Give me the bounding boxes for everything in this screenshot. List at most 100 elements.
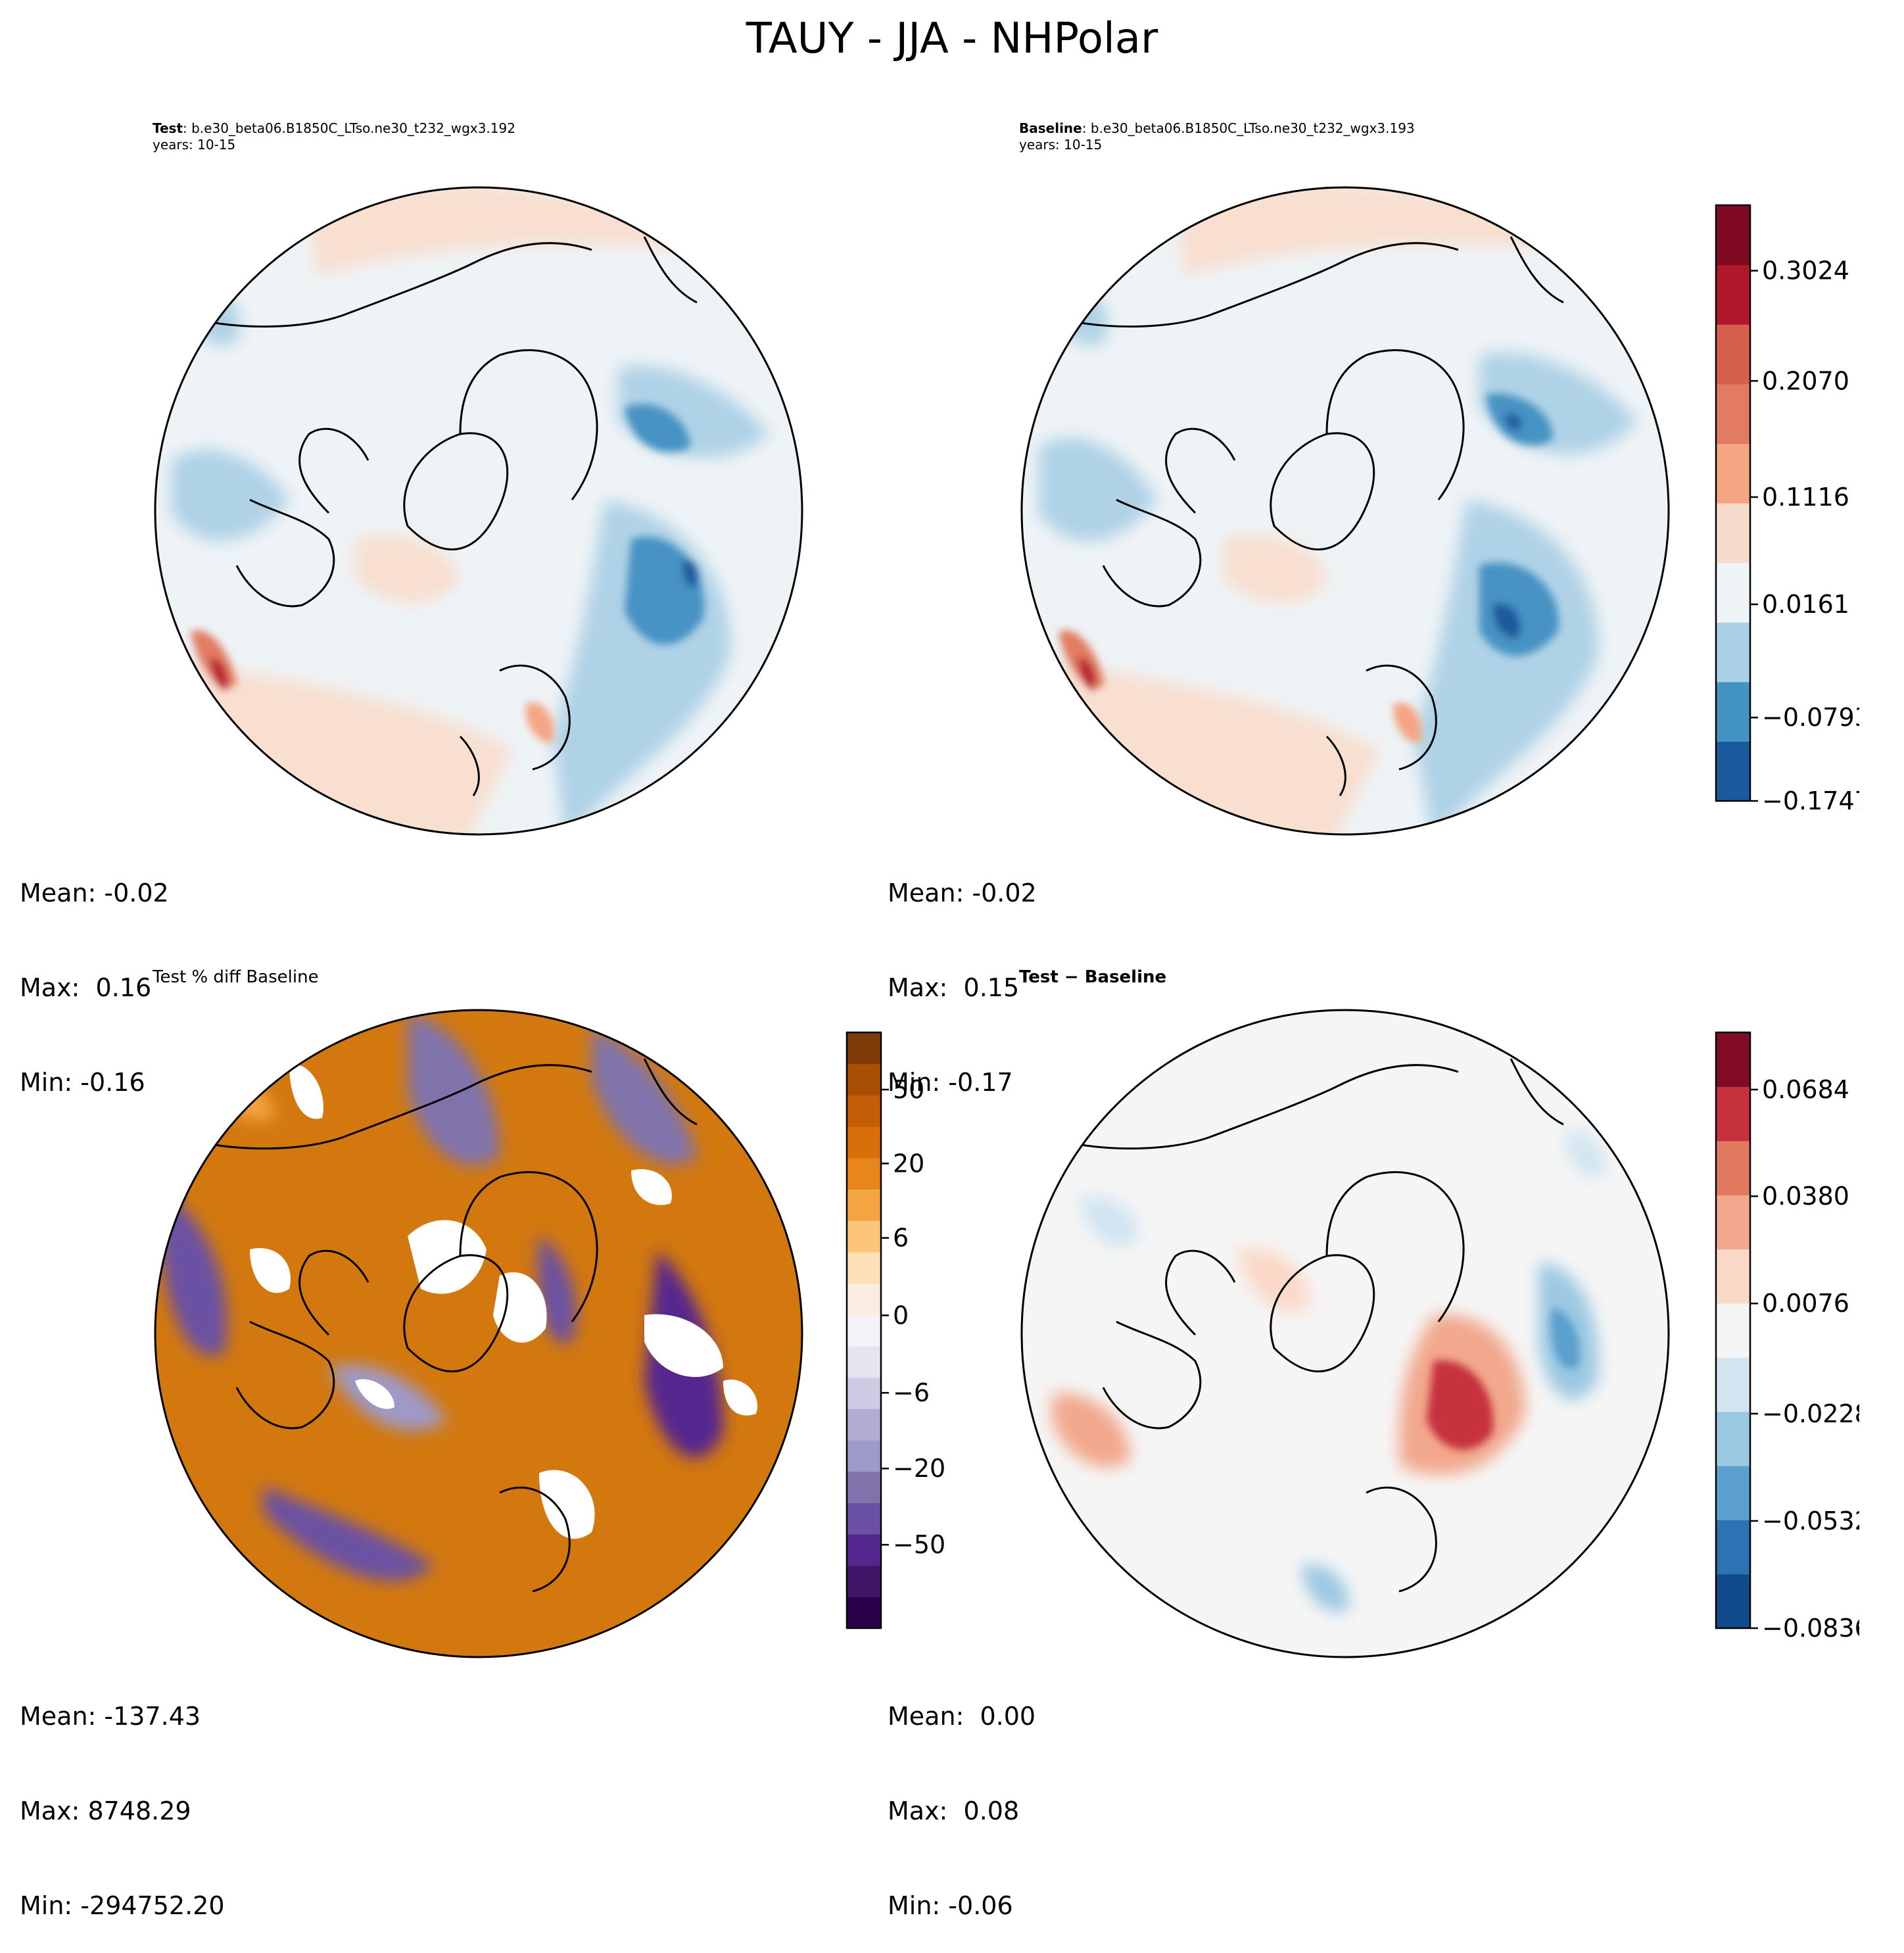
- pct-colorbar-band: [847, 1032, 881, 1065]
- diff-colorbar-band: [1716, 1249, 1750, 1304]
- field-colorbar-tick-label: −0.1747: [1762, 786, 1859, 815]
- diff-panel-title: Test − Baseline: [1019, 969, 1166, 986]
- test-title-case: : b.e30_beta06.B1850C_LTso.ne30_t232_wgx…: [183, 120, 515, 136]
- diff-colorbar-band: [1716, 1520, 1750, 1575]
- diff-colorbar-band: [1716, 1303, 1750, 1358]
- field-colorbar-band: [1716, 562, 1750, 623]
- field-colorbar: 0.3024 0.2070 0.1116 0.0161 −0.0793 −0.1747: [1715, 204, 1859, 815]
- diff-colorbar-band: [1716, 1140, 1750, 1195]
- pct-colorbar-band: [847, 1377, 881, 1409]
- test-stat-min: Min: -0.16: [20, 1068, 145, 1097]
- pctdiff-panel-title: Test % diff Baseline: [153, 969, 319, 986]
- diff-colorbar-band: [1716, 1465, 1750, 1520]
- baseline-stat-mean: Mean: -0.02: [888, 879, 1037, 907]
- diff-colorbar-tick-label: −0.0836: [1762, 1614, 1859, 1643]
- diff-colorbar-tick-label: 0.0076: [1762, 1289, 1849, 1318]
- diff-colorbar-band: [1716, 1086, 1750, 1142]
- pct-colorbar-band: [847, 1126, 881, 1159]
- field-colorbar-ticks: 0.3024 0.2070 0.1116 0.0161 −0.0793 −0.1747: [1750, 256, 1859, 815]
- test-stat-max: Max: 0.16: [20, 973, 152, 1002]
- pct-colorbar-band: [847, 1471, 881, 1503]
- baseline-stats: Mean: -0.02 Max: 0.15 Min: -0.17: [888, 814, 1037, 1130]
- test-stats: Mean: -0.02 Max: 0.16 Min: -0.16: [20, 814, 169, 1130]
- diff-title-bold: Test − Baseline: [1019, 967, 1167, 987]
- pct-colorbar-band: [847, 1345, 881, 1378]
- diff-colorbar-band: [1716, 1195, 1750, 1250]
- pct-colorbar-band: [847, 1439, 881, 1472]
- pct-colorbar-band: [847, 1251, 881, 1284]
- pct-colorbar-band: [847, 1314, 881, 1347]
- field-colorbar-band: [1716, 383, 1750, 444]
- diff-colorbar-tick-label: 0.0380: [1762, 1182, 1849, 1211]
- diff-colorbar-band: [1716, 1411, 1750, 1466]
- diff-colorbar-band: [1716, 1574, 1750, 1629]
- baseline-title-case: : b.e30_beta06.B1850C_LTso.ne30_t232_wgx…: [1082, 120, 1415, 136]
- pct-colorbar-tick-label: −20: [893, 1454, 945, 1483]
- field-colorbar-tick-label: 0.3024: [1762, 256, 1849, 285]
- field-colorbar-band: [1716, 681, 1750, 742]
- baseline-polar-map: [1020, 186, 1670, 836]
- pctdiff-stats: Mean: -137.43 Max: 8748.29 Min: -294752.…: [20, 1637, 225, 1953]
- test-stat-mean: Mean: -0.02: [20, 879, 169, 907]
- pctdiff-stat-max: Max: 8748.29: [20, 1796, 191, 1825]
- diff-polar-map: [1020, 1009, 1670, 1658]
- pct-colorbar-band: [847, 1157, 881, 1190]
- pct-colorbar-tick-label: 0: [893, 1301, 909, 1330]
- pct-colorbar-band: [847, 1063, 881, 1096]
- field-colorbar-band: [1716, 443, 1750, 504]
- field-colorbar-tick-label: 0.1116: [1762, 483, 1849, 512]
- field-colorbar-tick-label: 0.0161: [1762, 590, 1849, 619]
- test-polar-map: [154, 186, 803, 836]
- pct-colorbar-tick-label: −6: [893, 1378, 930, 1407]
- pct-colorbar-band: [847, 1565, 881, 1597]
- pctdiff-stat-min: Min: -294752.20: [20, 1891, 225, 1920]
- pct-colorbar-band: [847, 1533, 881, 1566]
- field-colorbar-tick-label: −0.0793: [1762, 703, 1859, 732]
- field-colorbar-bands: [1716, 205, 1750, 802]
- diff-colorbar-tick-label: −0.0532: [1762, 1507, 1859, 1535]
- pct-colorbar-tick-label: 50: [893, 1075, 924, 1104]
- diff-stat-mean: Mean: 0.00: [888, 1702, 1036, 1731]
- diff-stat-max: Max: 0.08: [888, 1796, 1020, 1825]
- diff-colorbar: 0.0684 0.0380 0.0076 −0.0228 −0.0532 −0.0836: [1715, 1031, 1859, 1643]
- pctdiff-stat-mean: Mean: -137.43: [20, 1702, 201, 1731]
- pct-colorbar-tick-label: −50: [893, 1530, 945, 1559]
- pct-colorbar-band: [847, 1283, 881, 1315]
- map-canvas: [154, 186, 1670, 1658]
- test-panel-title: Test: b.e30_beta06.B1850C_LTso.ne30_t232…: [153, 120, 515, 153]
- baseline-stat-max: Max: 0.15: [888, 973, 1020, 1002]
- diff-colorbar-tick-label: −0.0228: [1762, 1399, 1859, 1428]
- field-colorbar-band: [1716, 205, 1750, 266]
- pct-colorbar-tick-label: 20: [893, 1149, 924, 1178]
- pctdiff-colorbar-ticks: 50 20 6 0 −6 −20 −50: [881, 1075, 945, 1559]
- pctdiff-polar-map: [154, 1009, 803, 1658]
- pct-colorbar-band: [847, 1409, 881, 1441]
- diff-colorbar-ticks: 0.0684 0.0380 0.0076 −0.0228 −0.0532 −0.0836: [1750, 1075, 1859, 1643]
- pct-colorbar-band: [847, 1095, 881, 1127]
- pct-colorbar-band: [847, 1503, 881, 1535]
- diff-colorbar-band: [1716, 1032, 1750, 1087]
- diff-colorbar-band: [1716, 1357, 1750, 1412]
- pct-colorbar-band: [847, 1220, 881, 1253]
- test-title-years: years: 10-15: [153, 137, 236, 153]
- field-colorbar-band: [1716, 503, 1750, 564]
- pct-colorbar-band: [847, 1597, 881, 1629]
- figure-title: TAUY - JJA - NHPolar: [746, 14, 1158, 63]
- pct-colorbar-tick-label: 6: [893, 1224, 909, 1253]
- diff-stats: Mean: 0.00 Max: 0.08 Min: -0.06: [888, 1637, 1035, 1953]
- diff-stat-min: Min: -0.06: [888, 1891, 1013, 1920]
- field-colorbar-band: [1716, 741, 1750, 802]
- field-colorbar-tick-label: 0.2070: [1762, 366, 1849, 395]
- field-colorbar-band: [1716, 264, 1750, 325]
- field-colorbar-band: [1716, 622, 1750, 683]
- pct-colorbar-band: [847, 1189, 881, 1221]
- test-title-bold: Test: [153, 120, 183, 136]
- pctdiff-colorbar-bands: [847, 1032, 881, 1629]
- diff-colorbar-tick-label: 0.0684: [1762, 1075, 1849, 1104]
- pctdiff-title-text: Test % diff Baseline: [153, 967, 319, 987]
- baseline-stat-min: Min: -0.17: [888, 1068, 1013, 1097]
- diff-colorbar-bands: [1716, 1032, 1750, 1629]
- pctdiff-colorbar: 50 20 6 0 −6 −20 −50: [845, 1031, 945, 1629]
- baseline-title-years: years: 10-15: [1019, 137, 1103, 153]
- baseline-panel-title: Baseline: b.e30_beta06.B1850C_LTso.ne30_…: [1019, 120, 1415, 153]
